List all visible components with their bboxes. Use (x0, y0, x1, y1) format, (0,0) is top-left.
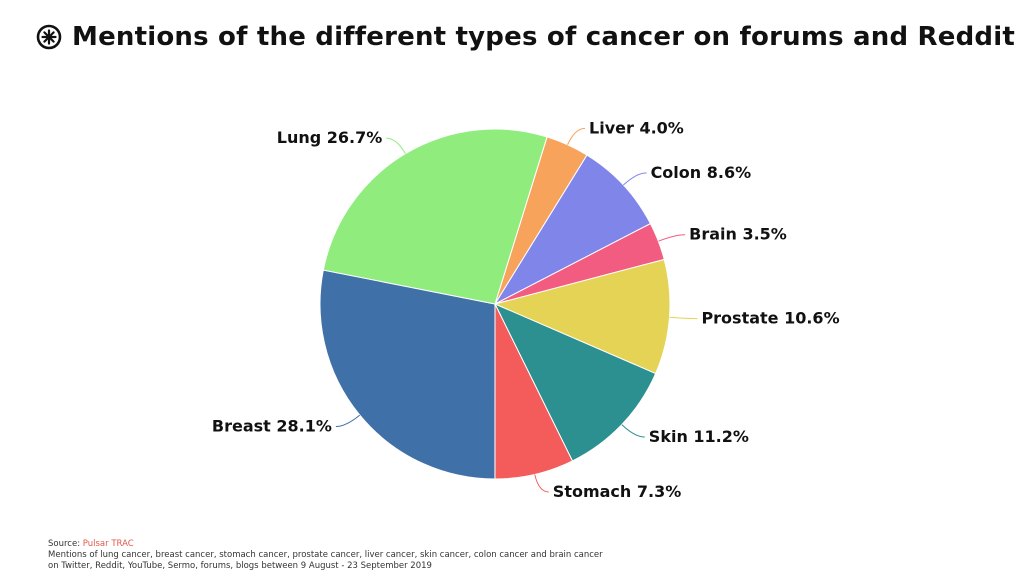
data-label-skin: Skin 11.2% (649, 427, 749, 446)
leader-line-colon (623, 172, 647, 186)
chart-footer: Source: Pulsar TRAC Mentions of lung can… (48, 539, 603, 572)
pulsar-logo-icon (36, 24, 62, 50)
data-label-liver: Liver 4.0% (589, 118, 684, 137)
data-label-stomach: Stomach 7.3% (553, 482, 681, 501)
pie-slice-prostate[interactable] (493, 258, 671, 375)
leader-line-prostate (669, 316, 698, 320)
pie-slice-breast[interactable] (319, 269, 496, 480)
data-label-colon: Colon 8.6% (651, 163, 752, 182)
pie-slice-colon[interactable] (493, 154, 652, 306)
data-label-prostate: Prostate 10.6% (701, 309, 839, 328)
leader-line-breast (335, 414, 361, 428)
chart-title: Mentions of the different types of cance… (72, 22, 1015, 52)
data-label-breast: Breast 28.1% (212, 417, 332, 436)
footer-line-1: Mentions of lung cancer, breast cancer, … (48, 550, 603, 560)
leader-line-lung (386, 137, 406, 154)
data-label-lung: Lung 26.7% (277, 128, 383, 147)
footer-line-2: on Twitter, Reddit, YouTube, Sermo, foru… (48, 561, 432, 571)
source-link[interactable]: Pulsar TRAC (82, 539, 134, 549)
leader-line-liver (567, 127, 586, 145)
leader-line-brain (658, 234, 686, 242)
leader-line-skin (621, 424, 645, 438)
data-label-brain: Brain 3.5% (689, 225, 787, 244)
source-prefix: Source: (48, 539, 83, 549)
leader-line-stomach (534, 474, 549, 493)
chart-header: Mentions of the different types of cance… (36, 22, 1015, 52)
pie-slice-lung[interactable] (322, 128, 548, 305)
